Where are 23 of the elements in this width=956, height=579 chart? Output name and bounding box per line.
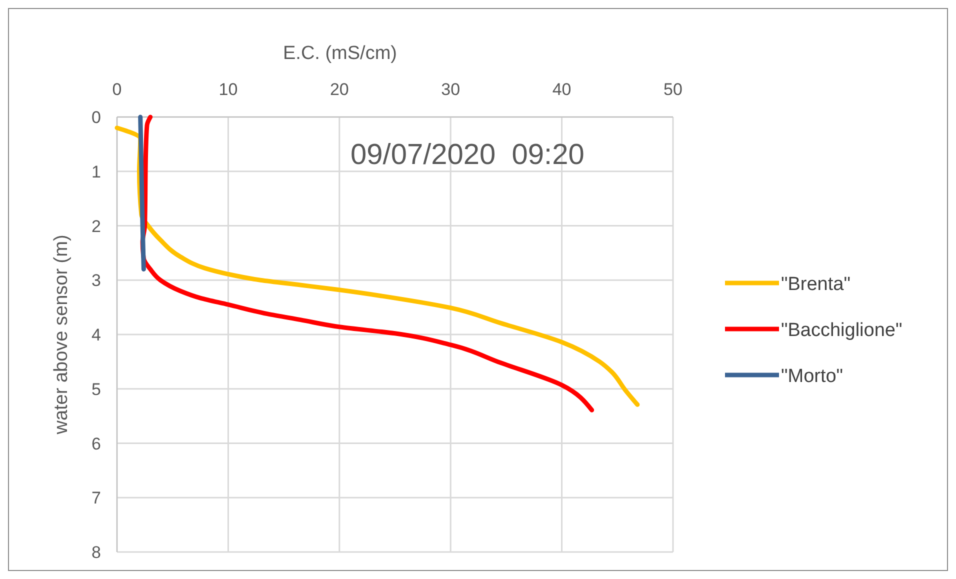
y-tick-label: 3 [92,271,101,290]
y-tick-label: 7 [92,488,101,508]
x-tick-label: 30 [441,80,460,99]
legend-label: "Brenta" [781,274,850,295]
line-series [138,114,146,272]
legend-label: "Bacchiglione" [781,320,902,341]
y-tick-label: 1 [92,162,101,182]
y-axis-title: water above sensor (m) [51,234,72,436]
x-axis-title: E.C. (mS/cm) [283,43,397,64]
y-tick-label: 0 [92,108,101,127]
x-tick-label: 10 [218,80,238,99]
y-tick-label: 6 [92,434,101,454]
y-tick-label: 2 [92,216,101,236]
y-tick-label: 8 [92,543,101,562]
y-tick-label: 4 [92,326,101,344]
annotation: 09/07/2020 09:20 [350,139,584,171]
legend-label: "Morto" [781,366,844,387]
x-tick-label: 0 [112,80,122,99]
x-tick-label: 20 [330,80,349,99]
line-series [140,114,594,412]
x-tick-label: 50 [664,80,682,99]
x-tick-label: 40 [552,80,572,99]
y-tick-label: 5 [92,380,101,399]
